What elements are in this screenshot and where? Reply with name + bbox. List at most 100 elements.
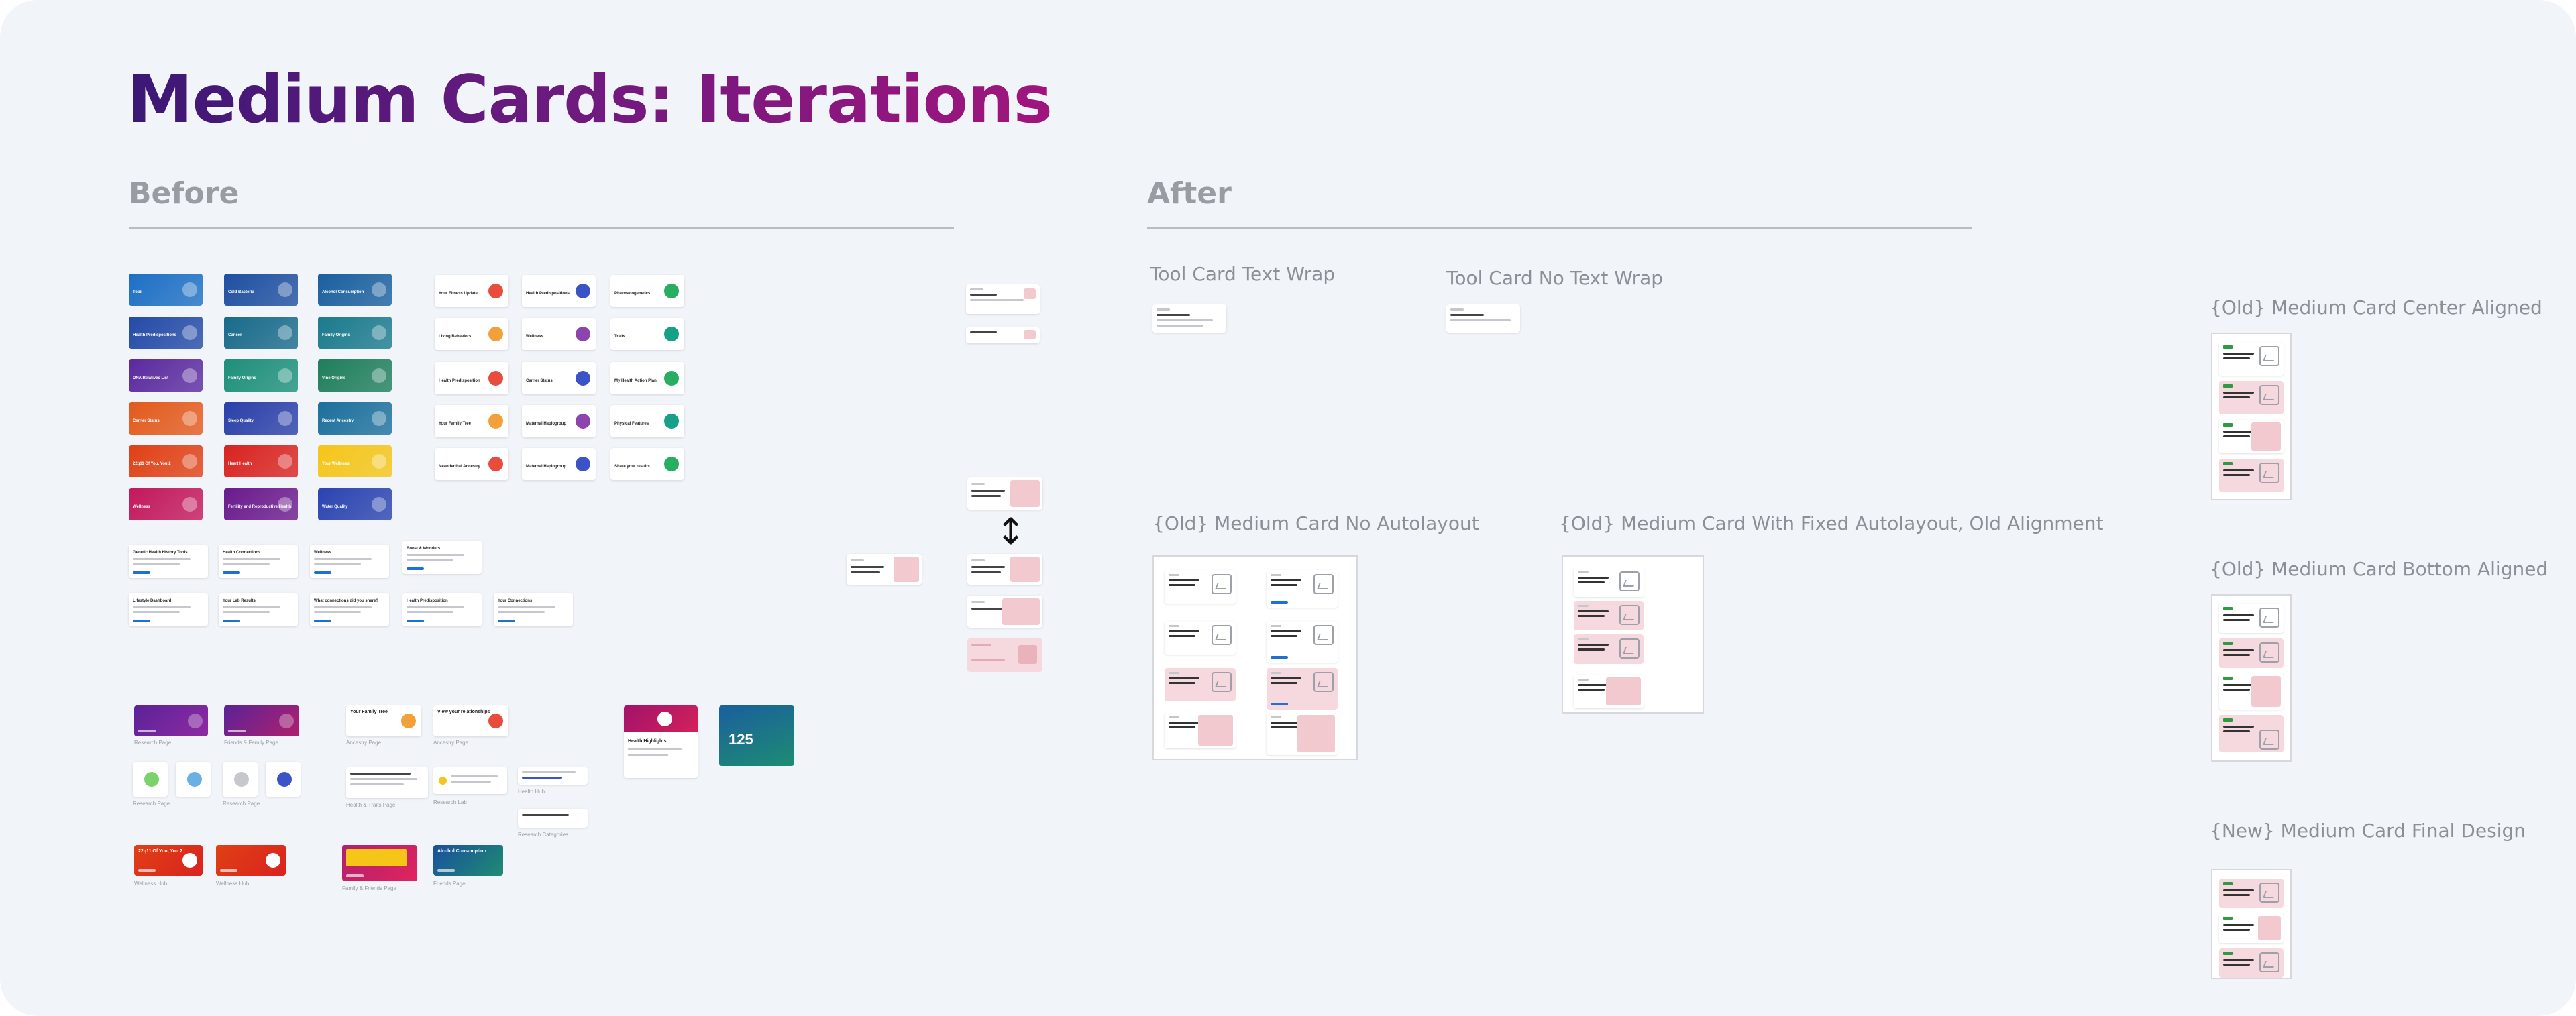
- text-card[interactable]: Wellness: [310, 545, 389, 578]
- before-card-health-history[interactable]: [346, 767, 428, 798]
- colored-card[interactable]: 22q11 Of You, You 2: [129, 445, 203, 477]
- illustrated-card[interactable]: Health Predisposition: [435, 362, 508, 394]
- tool-card-no-text-wrap[interactable]: [1446, 304, 1520, 333]
- medium-card[interactable]: [2219, 381, 2284, 414]
- before-card-research[interactable]: [134, 705, 208, 736]
- medium-card[interactable]: [2219, 879, 2284, 908]
- colored-card[interactable]: Family Origins: [224, 359, 298, 392]
- colored-card[interactable]: Alcohol Consumption: [318, 274, 392, 306]
- medium-card[interactable]: [2219, 673, 2284, 710]
- category-tag: [2223, 607, 2233, 610]
- colored-card[interactable]: Water Quality: [318, 488, 392, 520]
- medium-card[interactable]: [1574, 567, 1644, 597]
- medium-card[interactable]: [1165, 712, 1236, 748]
- illustrated-card[interactable]: Your Fitness Update: [435, 275, 508, 307]
- before-spec-card-2[interactable]: [966, 327, 1040, 343]
- text-card[interactable]: Your Connections: [494, 593, 573, 626]
- colored-card[interactable]: Sleep Quality: [224, 402, 298, 435]
- before-tile-4[interactable]: [266, 762, 301, 797]
- colored-card[interactable]: Fertility and Reproductive Health: [224, 488, 298, 520]
- before-card-family-promo[interactable]: [342, 845, 417, 881]
- colored-card[interactable]: Tobii: [129, 274, 203, 306]
- before-card-health-highlights[interactable]: Health Highlights: [624, 705, 698, 778]
- medium-card[interactable]: [1267, 712, 1338, 755]
- illustrated-card[interactable]: My Health Action Plan: [610, 362, 684, 394]
- medium-card[interactable]: [1267, 570, 1338, 608]
- colored-card[interactable]: Your Wellness: [318, 445, 392, 477]
- illustrated-card[interactable]: Share your results: [610, 448, 684, 480]
- colored-card[interactable]: DNA Relatives List: [129, 359, 203, 392]
- image-placeholder-icon: [2259, 346, 2279, 366]
- text-card[interactable]: Lifestyle Dashboard: [129, 593, 208, 626]
- colored-card[interactable]: Carrier Status: [129, 402, 203, 435]
- colored-card[interactable]: Cold Bacteria: [224, 274, 298, 306]
- card-button-stub: [314, 571, 331, 574]
- colored-card[interactable]: Health Predispositions: [129, 317, 203, 349]
- medium-card[interactable]: [1165, 570, 1236, 604]
- illustrated-card[interactable]: Physical Features: [610, 405, 684, 437]
- before-card-22q11[interactable]: 22q11 Of You, You 2: [134, 845, 203, 876]
- medium-card[interactable]: [2219, 948, 2284, 978]
- colored-card[interactable]: Vine Origins: [318, 359, 392, 392]
- medium-card[interactable]: [2219, 604, 2284, 633]
- medium-card[interactable]: [2219, 715, 2284, 752]
- before-tile-2[interactable]: [176, 762, 211, 797]
- medium-card[interactable]: [2219, 638, 2284, 668]
- before-card-stat[interactable]: 125: [719, 705, 794, 766]
- before-card-22q11-b[interactable]: [216, 845, 286, 876]
- illustrated-card[interactable]: Wellness: [522, 318, 596, 350]
- colored-card[interactable]: Family Origins: [318, 317, 392, 349]
- before-spec-card-3[interactable]: [967, 477, 1042, 510]
- illustrated-card[interactable]: Your Family Tree: [435, 405, 508, 437]
- medium-card[interactable]: [1267, 668, 1338, 710]
- before-card-note[interactable]: [433, 767, 507, 794]
- category-tag: [2223, 718, 2233, 722]
- illustrated-card[interactable]: Traits: [610, 318, 684, 350]
- text-card[interactable]: What connections did you share?: [310, 593, 389, 626]
- text-card[interactable]: Health Connections: [219, 545, 298, 578]
- medium-card[interactable]: [2219, 342, 2284, 376]
- medium-card[interactable]: [1165, 621, 1236, 655]
- before-tile-3[interactable]: [223, 762, 258, 797]
- medium-card[interactable]: [1267, 621, 1338, 663]
- before-spec-card-6[interactable]: [967, 596, 1042, 628]
- before-tile-1[interactable]: [133, 762, 168, 797]
- illustrated-card[interactable]: Neanderthal Ancestry: [435, 448, 508, 480]
- card-title: Alcohol Consumption: [322, 290, 364, 294]
- before-spec-card-1[interactable]: [966, 284, 1040, 314]
- medium-card[interactable]: [1574, 675, 1644, 708]
- colored-card[interactable]: Heart Health: [224, 445, 298, 477]
- medium-card[interactable]: [1165, 668, 1236, 701]
- before-spec-card-4[interactable]: [967, 554, 1042, 585]
- before-card-alcohol[interactable]: Alcohol Consumption: [433, 845, 503, 876]
- illustrated-card[interactable]: Maternal Haplogroup: [522, 448, 596, 480]
- before-card-family-tree[interactable]: Your Family Tree: [346, 705, 421, 736]
- before-card-small-2[interactable]: [518, 809, 588, 828]
- text-card[interactable]: Health Predisposition: [402, 593, 482, 626]
- medium-card[interactable]: [2219, 420, 2284, 453]
- before-spec-card-5[interactable]: [847, 554, 922, 585]
- illustrated-card[interactable]: Pharmacogenetics: [610, 275, 684, 307]
- card-illustration-icon: [182, 325, 197, 340]
- medium-card[interactable]: [2219, 459, 2284, 492]
- before-spec-card-7[interactable]: [967, 638, 1042, 672]
- before-card-friends[interactable]: [224, 705, 299, 736]
- medium-card[interactable]: [2219, 913, 2284, 943]
- illustrated-card[interactable]: Health Predispositions: [522, 275, 596, 307]
- before-card-relationships[interactable]: View your relationships: [433, 705, 508, 736]
- illustrated-card[interactable]: Maternal Haplogroup: [522, 405, 596, 437]
- text-card[interactable]: Genetic Health History Tools: [129, 545, 208, 578]
- label-old-fixed-autolayout: {Old} Medium Card With Fixed Autolayout,…: [1559, 512, 2104, 534]
- tool-card-text-wrap[interactable]: [1152, 304, 1226, 333]
- illustrated-card[interactable]: Living Behaviors: [435, 318, 508, 350]
- text-card[interactable]: Your Lab Results: [219, 593, 298, 626]
- colored-card[interactable]: Cancer: [224, 317, 298, 349]
- before-card-small-1[interactable]: [518, 767, 588, 785]
- colored-card[interactable]: Recent Ancestry: [318, 402, 392, 435]
- colored-card[interactable]: Wellness: [129, 488, 203, 520]
- medium-card[interactable]: [1574, 634, 1644, 664]
- illustrated-card[interactable]: Carrier Status: [522, 362, 596, 394]
- text-card[interactable]: Boost & Wonders: [402, 541, 482, 574]
- caption: Health & Traits Page: [346, 802, 396, 808]
- medium-card[interactable]: [1574, 601, 1644, 630]
